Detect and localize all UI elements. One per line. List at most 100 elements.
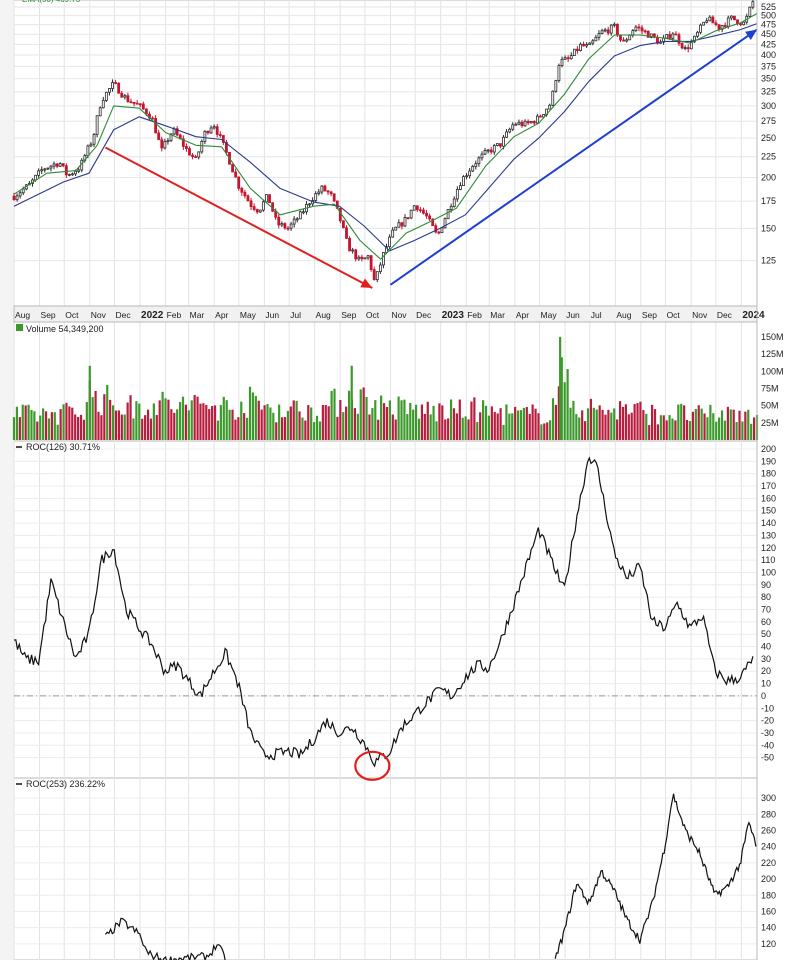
price-candle [261, 201, 265, 211]
price-candle [141, 103, 145, 110]
volume-bar [589, 398, 593, 440]
volume-bar [645, 413, 648, 440]
price-candle [332, 193, 336, 202]
price-candle [612, 23, 616, 26]
price-candle [499, 143, 502, 147]
price-candle [348, 237, 351, 252]
volume-bar [747, 409, 750, 440]
volume-bar [499, 408, 502, 440]
price-candle [425, 212, 428, 217]
price-candle [465, 175, 468, 178]
volume-bar [68, 406, 71, 440]
volume-bar [607, 409, 610, 440]
volume-bar [91, 397, 94, 440]
price-candle [671, 33, 675, 39]
price-candle [382, 252, 385, 266]
volume-bar [298, 411, 301, 440]
price-candle [231, 163, 234, 173]
volume-bar [176, 409, 179, 440]
volume-bar [651, 404, 654, 440]
roc126-tick-label: 10 [761, 679, 771, 689]
volume-bar [42, 408, 45, 440]
price-candle [314, 193, 318, 201]
price-tick-label: 275 [761, 116, 776, 126]
roc126-tick-label: 100 [761, 567, 776, 577]
volume-bar [406, 413, 409, 440]
volume-bar [106, 384, 109, 440]
volume-bar [295, 400, 298, 440]
price-tick-label: 225 [761, 152, 776, 162]
price-candle [283, 223, 287, 229]
price-candle [301, 211, 305, 214]
volume-panel [13, 321, 758, 442]
volume-spike-bar [350, 365, 353, 440]
price-candle [154, 118, 158, 134]
volume-bar [243, 413, 246, 440]
volume-bar [109, 399, 112, 440]
volume-bar [385, 407, 389, 440]
price-candle [12, 195, 16, 201]
price-candle [649, 33, 653, 38]
price-candle [477, 157, 481, 165]
date-tick-label: Mar [190, 310, 205, 320]
roc126-tick-label: 130 [761, 530, 776, 540]
price-tick-label: 125 [761, 256, 776, 266]
volume-bar [39, 415, 42, 440]
volume-bar [187, 410, 190, 440]
price-candle [412, 205, 416, 211]
volume-bar [444, 419, 447, 440]
date-tick-label: Jul [290, 310, 301, 320]
volume-bar [365, 397, 368, 440]
roc126-low-circle [354, 750, 391, 781]
volume-bar [592, 407, 595, 440]
volume-bar [339, 400, 342, 440]
price-candle [375, 271, 379, 281]
price-candle [711, 16, 715, 24]
price-tick-label: 375 [761, 61, 776, 71]
volume-bar [184, 404, 188, 440]
price-candle [265, 194, 268, 203]
price-candle [249, 200, 253, 207]
price-candle [517, 121, 521, 125]
date-tick-label: Oct [366, 310, 380, 320]
date-tick-label: Nov [91, 310, 107, 320]
price-candle [52, 163, 56, 167]
volume-bar [228, 409, 231, 440]
price-candle [600, 30, 604, 34]
price-candle [114, 82, 117, 84]
price-candle [431, 218, 435, 227]
price-candle [255, 209, 259, 213]
price-candle [126, 95, 130, 103]
price-candle [514, 123, 518, 126]
price-candle [585, 44, 589, 47]
volume-bar [15, 406, 19, 440]
volume-bar [735, 422, 738, 440]
roc253-panel [13, 777, 758, 961]
price-candle [440, 227, 444, 234]
volume-bar [403, 399, 406, 440]
price-candle [286, 227, 290, 230]
price-candle [683, 47, 687, 50]
volume-bar [455, 413, 458, 440]
price-candle [726, 17, 730, 27]
volume-bar [397, 396, 400, 440]
volume-bar [429, 414, 432, 440]
ema-slow-line [13, 23, 758, 252]
volume-bar [516, 410, 520, 440]
roc253-tick-label: 240 [761, 842, 776, 852]
price-candle [748, 6, 752, 17]
price-candle [751, 1, 755, 8]
volume-bar [394, 419, 397, 440]
volume-bar [458, 399, 461, 440]
price-candle [446, 209, 450, 220]
volume-bar [621, 406, 625, 440]
price-candle [665, 34, 669, 39]
price-candle [89, 143, 93, 147]
volume-bar [213, 405, 217, 440]
price-candle [609, 24, 613, 34]
price-tick-label: 300 [761, 101, 776, 111]
price-candle [628, 34, 632, 41]
price-candle [132, 102, 136, 104]
price-candle [295, 218, 299, 221]
price-candle [523, 120, 527, 127]
